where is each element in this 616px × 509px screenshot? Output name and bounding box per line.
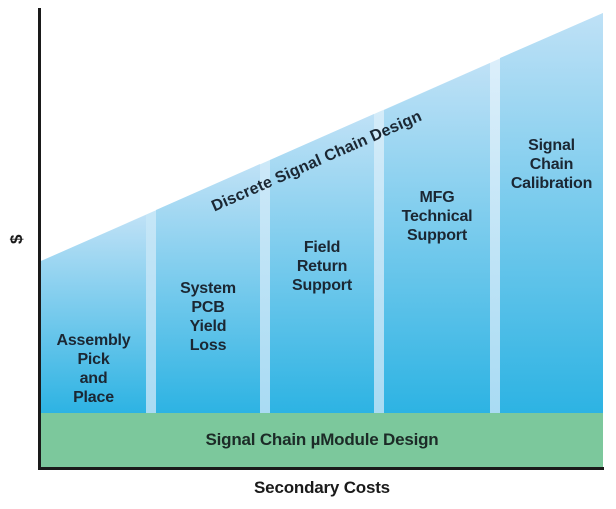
umodule-design-band: Signal Chain µModule Design — [41, 413, 603, 467]
bar-system-pcb-yield-loss — [156, 164, 260, 413]
umodule-design-band-label: Signal Chain µModule Design — [205, 430, 439, 449]
bar-mfg-technical-support — [384, 63, 490, 413]
bar-label-system-pcb-yield-loss: System PCB Yield Loss — [180, 280, 236, 354]
y-axis-label: $ — [7, 234, 26, 244]
bar-label-signal-chain-calibration: Signal Chain Calibration — [510, 137, 593, 192]
x-axis-line — [38, 467, 604, 470]
y-axis-line — [38, 8, 41, 470]
bar-label-assembly-pick-and-place: Assembly Pick and Place — [56, 332, 131, 406]
x-axis-label: Secondary Costs — [254, 478, 390, 497]
plot-area: Assembly Pick and Place System PCB Yield Loss … — [41, 13, 603, 467]
bar-label-mfg-technical-support: MFG Technical Support — [401, 189, 473, 244]
bar-field-return-support — [270, 114, 374, 413]
bar-signal-chain-calibration — [500, 13, 603, 413]
bar-label-field-return-support: Field Return Support — [292, 239, 352, 294]
